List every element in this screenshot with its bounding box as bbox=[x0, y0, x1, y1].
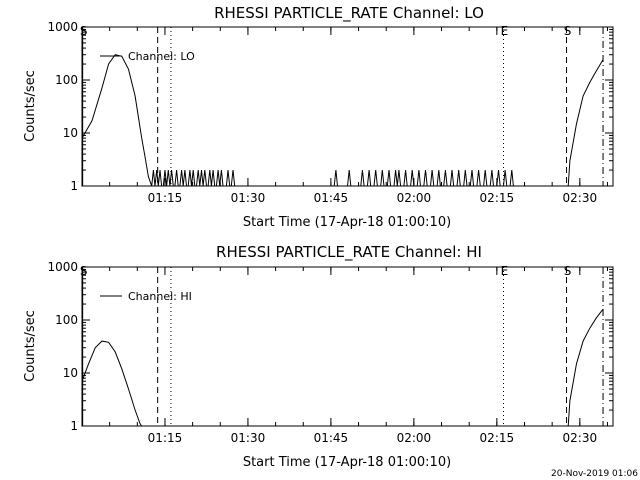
x-tick-label: 02:00 bbox=[397, 431, 432, 445]
x-tick-label: 01:30 bbox=[231, 191, 266, 205]
x-tick-label: 02:30 bbox=[563, 191, 598, 205]
chart-title-hi: RHESSI PARTICLE_RATE Channel: HI bbox=[216, 243, 482, 262]
series-line-hi-1 bbox=[567, 308, 604, 427]
event-marker-label: S bbox=[564, 24, 572, 38]
y-tick-label: 10 bbox=[63, 126, 78, 140]
x-tick-label: 01:15 bbox=[148, 191, 183, 205]
y-tick-label: 100 bbox=[55, 313, 78, 327]
y-axis-label-lo: Counts/sec bbox=[23, 70, 38, 142]
series-line-hi-0 bbox=[81, 340, 143, 427]
x-tick-label: 02:00 bbox=[397, 191, 432, 205]
legend-label-hi: Channel: HI bbox=[128, 290, 192, 303]
hi-channel-panel: RHESSI PARTICLE_RATE Channel: HI Counts/… bbox=[23, 243, 614, 470]
series-line-lo-0 bbox=[81, 54, 238, 187]
event-marker-label: S bbox=[80, 264, 88, 278]
y-tick-label: 1000 bbox=[47, 260, 78, 274]
event-marker-label: E bbox=[501, 264, 509, 278]
y-tick-label: 1 bbox=[70, 179, 78, 193]
y-tick-label: 1 bbox=[70, 419, 78, 433]
x-tick-label: 01:30 bbox=[231, 431, 266, 445]
series-line-lo-2 bbox=[567, 59, 604, 187]
y-tick-label: 100 bbox=[55, 73, 78, 87]
y-axis-label-hi: Counts/sec bbox=[23, 310, 38, 382]
x-axis-label-lo: Start Time (17-Apr-18 01:00:10) bbox=[243, 215, 451, 230]
series-line-lo-1 bbox=[333, 169, 514, 187]
x-axis-label-hi: Start Time (17-Apr-18 01:00:10) bbox=[243, 455, 451, 470]
event-marker-label: S bbox=[80, 24, 88, 38]
chart-title-lo: RHESSI PARTICLE_RATE Channel: LO bbox=[214, 4, 484, 23]
x-tick-label: 02:15 bbox=[480, 191, 515, 205]
y-tick-label: 10 bbox=[63, 366, 78, 380]
footer-timestamp: 20-Nov-2019 01:06 bbox=[551, 469, 638, 479]
event-marker-label: E bbox=[501, 24, 509, 38]
event-marker-label: S bbox=[564, 264, 572, 278]
lo-channel-panel: RHESSI PARTICLE_RATE Channel: LO Counts/… bbox=[23, 4, 614, 230]
plot-frame-hi bbox=[81, 266, 614, 427]
x-tick-label: 01:45 bbox=[314, 191, 349, 205]
legend-label-lo: Channel: LO bbox=[128, 50, 195, 63]
x-tick-label: 01:45 bbox=[314, 431, 349, 445]
x-tick-label: 01:15 bbox=[148, 431, 183, 445]
y-tick-label: 1000 bbox=[47, 20, 78, 34]
x-tick-label: 02:30 bbox=[563, 431, 598, 445]
x-tick-label: 02:15 bbox=[480, 431, 515, 445]
